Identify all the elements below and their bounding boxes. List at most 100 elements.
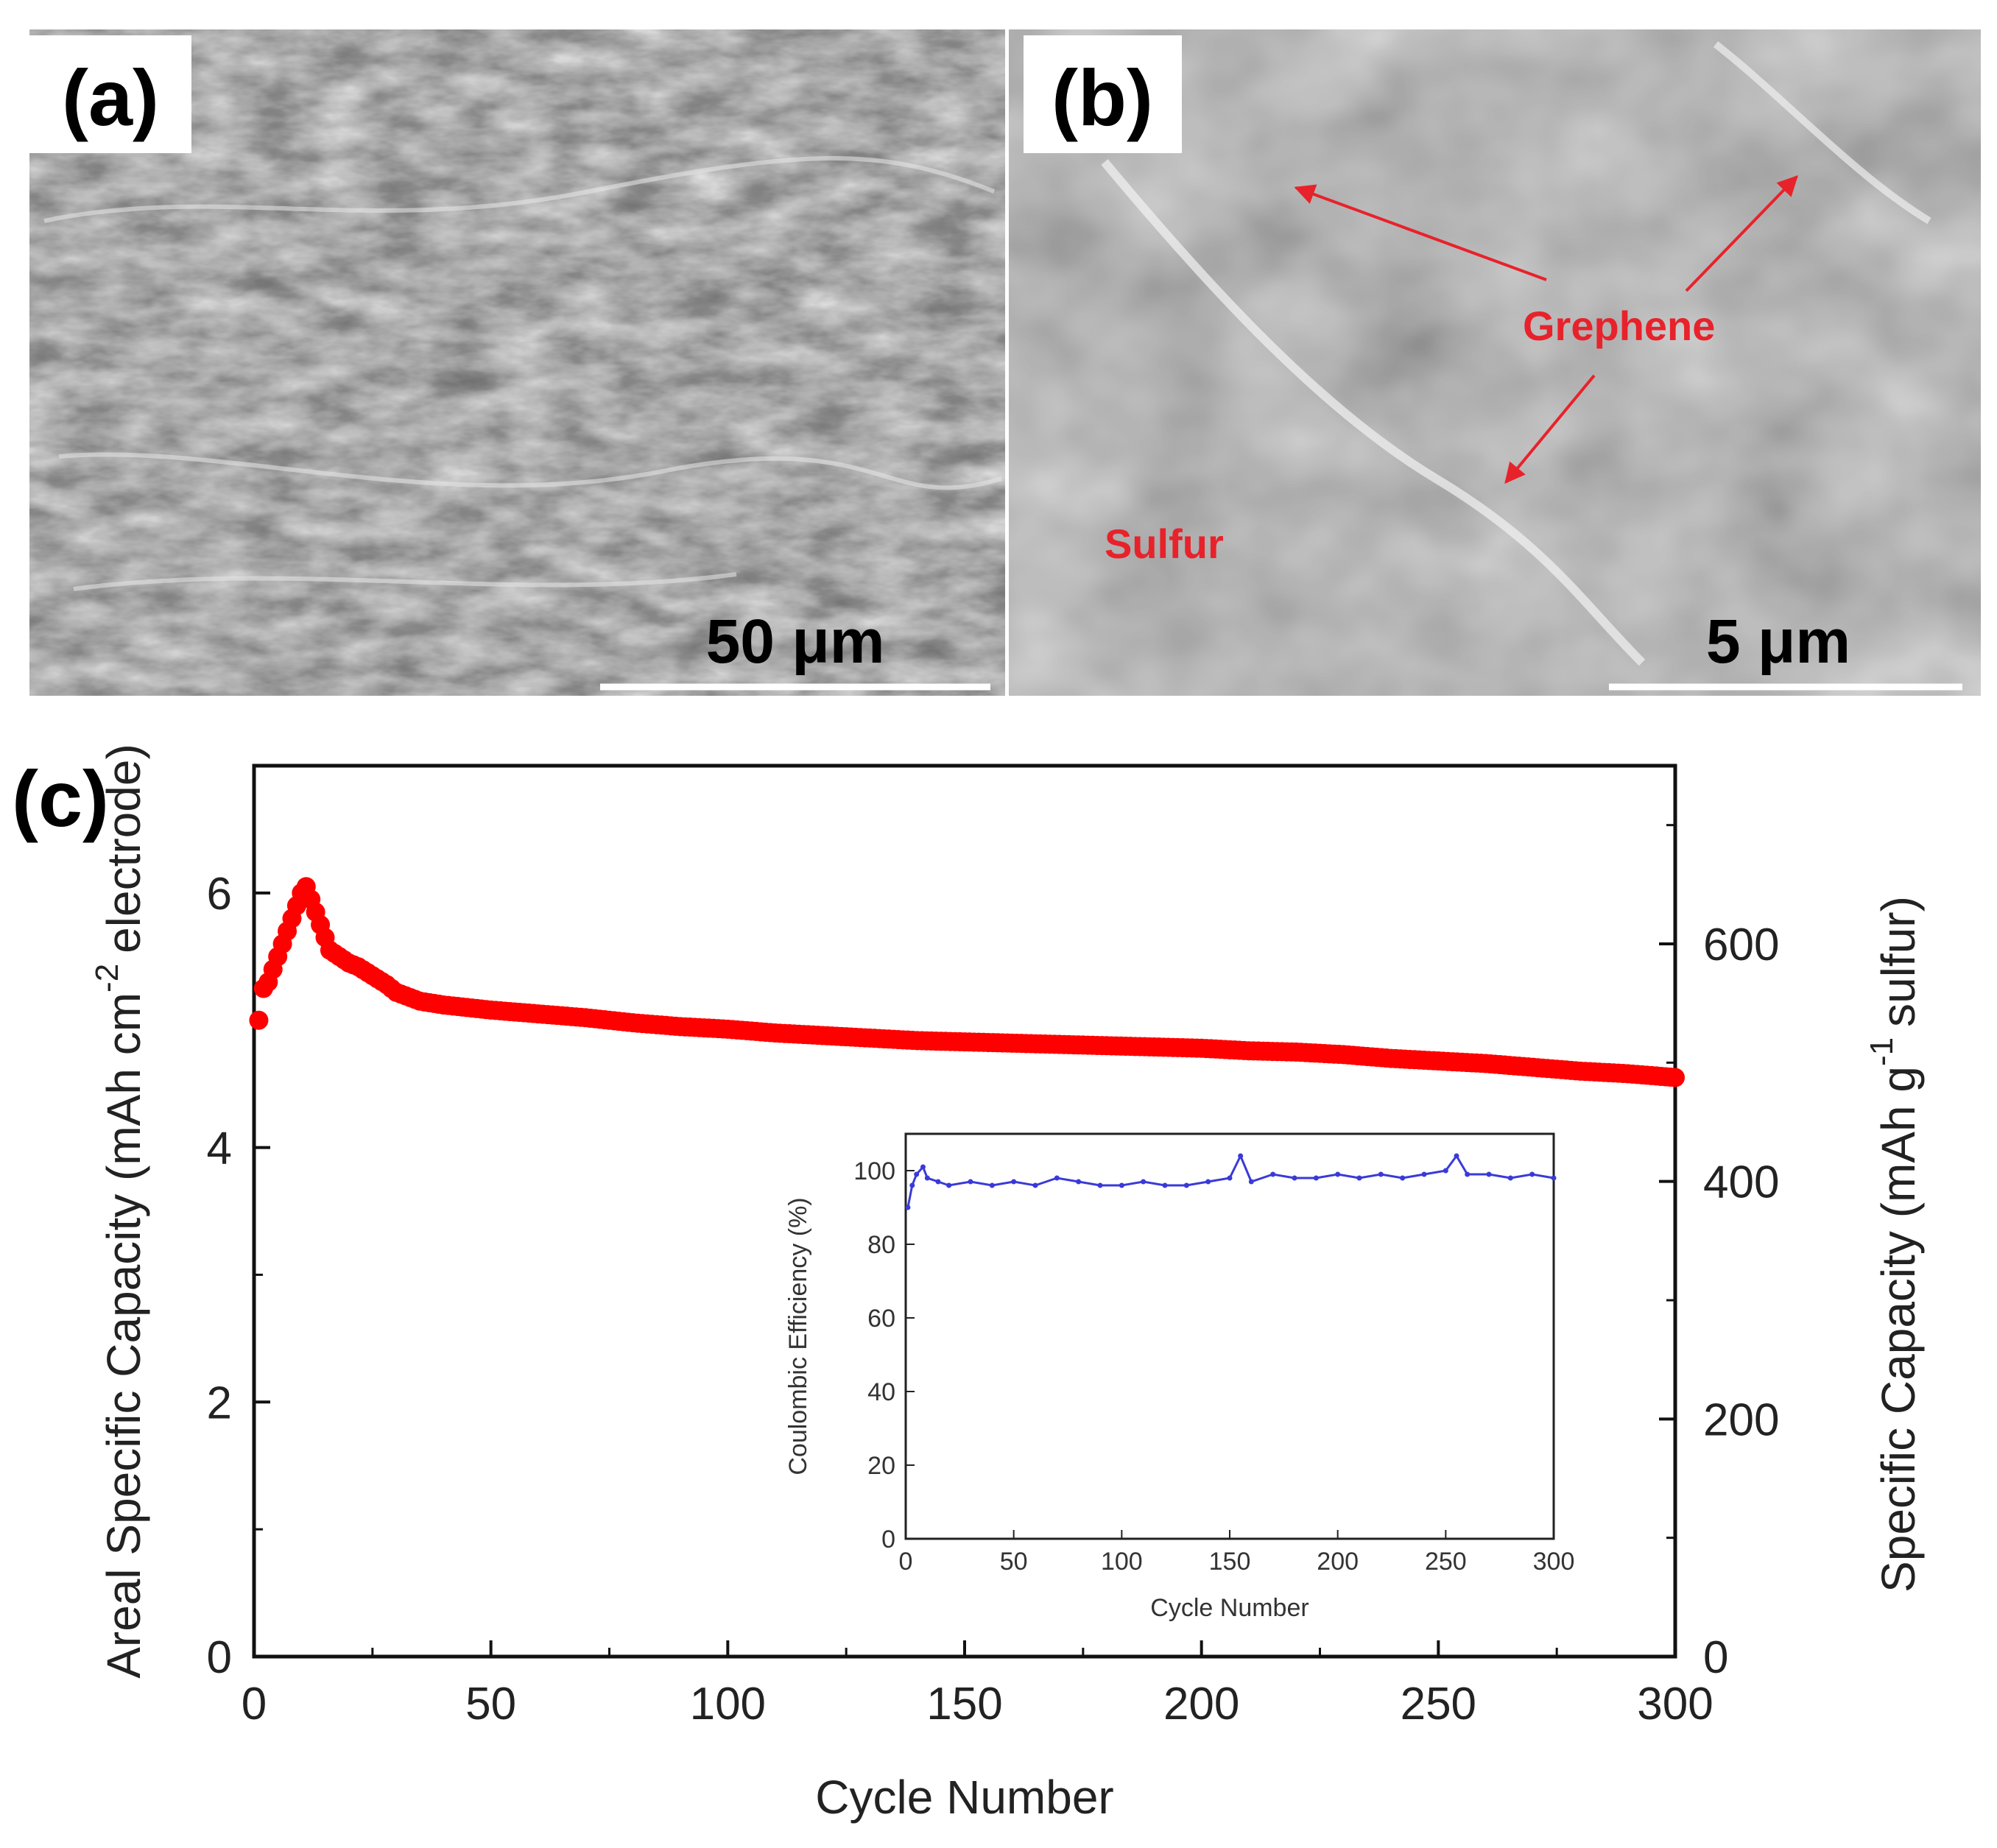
efficiency-point [1335, 1171, 1341, 1177]
panel-letter-box-b [1024, 35, 1182, 153]
panel-b: (b) Grephene Sulfur 5 μm [1009, 29, 1981, 696]
y2-tick-label: 400 [1703, 1157, 1779, 1208]
capacity-series [249, 877, 1685, 1087]
efficiency-point [1507, 1175, 1513, 1181]
y-axis-title-right: Specific Capacity (mAh g-1 sulfur) [1864, 896, 1925, 1593]
efficiency-point [1486, 1171, 1492, 1177]
efficiency-point [909, 1182, 915, 1188]
efficiency-point [1378, 1171, 1384, 1177]
x-axis: 0 50 100 150 200 250 300 [242, 1640, 1714, 1729]
inset-x-tick-label: 50 [1000, 1548, 1028, 1576]
y2-tick-label: 200 [1703, 1394, 1779, 1445]
inset-y-axis-title: Coulombic Efficiency (%) [784, 1197, 812, 1475]
efficiency-point [1248, 1179, 1254, 1185]
y-tick-label: 6 [207, 869, 232, 920]
scale-bar-label-b: 5 μm [1706, 607, 1850, 676]
inset-x-tick-label: 300 [1533, 1548, 1575, 1576]
panel-letter-b: (b) [1052, 53, 1153, 142]
efficiency-point [1292, 1175, 1297, 1181]
arrow-grephene-3 [1504, 374, 1596, 484]
inset-y-tick-label: 20 [867, 1452, 895, 1480]
x-tick-label: 0 [242, 1679, 267, 1729]
x-tick-label: 300 [1637, 1679, 1713, 1729]
efficiency-point [1551, 1175, 1557, 1181]
graphene-sheet-strands [43, 156, 1002, 591]
panel-a: (a) 50 μm [29, 29, 1005, 696]
efficiency-point [1529, 1171, 1535, 1177]
efficiency-point [1032, 1182, 1038, 1188]
efficiency-point [1270, 1171, 1276, 1177]
inset-chart: 0 50 100 150 200 250 300 0 20 40 60 80 100 Cycle Nu… [784, 1132, 1575, 1622]
inset-x-tick-label: 200 [1317, 1548, 1359, 1576]
x-tick-label: 50 [465, 1679, 516, 1729]
y-axis-title-left-unit: electrode) [97, 744, 150, 953]
efficiency-point [1238, 1153, 1244, 1159]
label-sulfur: Sulfur [1105, 521, 1224, 567]
efficiency-point [1011, 1179, 1017, 1185]
efficiency-point [1205, 1179, 1211, 1185]
inset-x-tick-label: 150 [1209, 1548, 1251, 1576]
y-axis-title-right-unit: sulfur) [1872, 896, 1925, 1027]
inset-y-tick-label: 0 [881, 1526, 895, 1553]
inset-y-tick-label: 100 [853, 1157, 895, 1185]
arrow-grephene-1 [1294, 184, 1547, 281]
efficiency-point [1400, 1175, 1406, 1181]
label-grephene: Grephene [1523, 303, 1715, 349]
inset-x-axis-title: Cycle Number [1150, 1594, 1309, 1622]
panel-letter-box-a [29, 35, 191, 153]
capacity-point [1666, 1068, 1685, 1087]
graphene-flake-edge [1101, 159, 1646, 666]
efficiency-point [1421, 1171, 1427, 1177]
efficiency-point [1356, 1175, 1362, 1181]
capacity-point [249, 1010, 269, 1030]
efficiency-point [924, 1175, 930, 1181]
y2-tick-label: 0 [1703, 1632, 1728, 1683]
y-axis-left: 0 2 4 6 [207, 764, 270, 1683]
y2-tick-label: 600 [1703, 920, 1779, 970]
efficiency-point [1162, 1182, 1168, 1188]
y-tick-label: 0 [207, 1632, 232, 1683]
efficiency-point [1465, 1171, 1471, 1177]
efficiency-point [1183, 1182, 1189, 1188]
inset-x-tick-label: 250 [1425, 1548, 1467, 1576]
efficiency-series [905, 1153, 1557, 1210]
x-axis-title: Cycle Number [815, 1771, 1113, 1824]
y-axis-title-right-main: Specific Capacity (mAh g [1872, 1066, 1925, 1593]
inset-y-axis: 0 20 40 60 80 100 [853, 1157, 915, 1553]
efficiency-point [1054, 1175, 1060, 1181]
efficiency-point [946, 1182, 952, 1188]
inset-x-axis: 0 50 100 150 200 250 300 [899, 1530, 1575, 1576]
x-tick-label: 250 [1401, 1679, 1476, 1729]
inset-y-tick-label: 40 [867, 1378, 895, 1406]
y-axis-title-left: Areal Specific Capacity (mAh cm-2 electro… [89, 744, 150, 1679]
inset-x-tick-label: 0 [899, 1548, 913, 1576]
efficiency-point [1076, 1179, 1082, 1185]
efficiency-point [1454, 1153, 1459, 1159]
inset-x-tick-label: 100 [1101, 1548, 1143, 1576]
y-tick-label: 4 [207, 1124, 232, 1174]
efficiency-point [989, 1182, 995, 1188]
x-tick-label: 200 [1163, 1679, 1239, 1729]
efficiency-point [1227, 1175, 1233, 1181]
y-axis-title-left-main: Areal Specific Capacity (mAh cm [97, 992, 150, 1679]
arrow-grephene-2 [1685, 174, 1798, 292]
x-tick-label: 150 [926, 1679, 1002, 1729]
inset-y-tick-label: 80 [867, 1231, 895, 1259]
y-axis-title-left-exponent: -2 [89, 964, 125, 992]
efficiency-point [1119, 1182, 1124, 1188]
inset-frame [904, 1132, 1555, 1540]
x-tick-label: 100 [690, 1679, 766, 1729]
efficiency-point [1443, 1168, 1448, 1174]
efficiency-point [968, 1179, 973, 1185]
efficiency-point [914, 1171, 920, 1177]
y-axis-right: 0 200 400 600 [1659, 824, 1779, 1683]
inset-y-tick-label: 60 [867, 1305, 895, 1333]
efficiency-point [1313, 1175, 1319, 1181]
efficiency-point [920, 1164, 926, 1170]
panel-letter-c: (c) [12, 754, 109, 843]
efficiency-point [1097, 1182, 1103, 1188]
efficiency-point [935, 1179, 941, 1185]
efficiency-point [1141, 1179, 1147, 1185]
